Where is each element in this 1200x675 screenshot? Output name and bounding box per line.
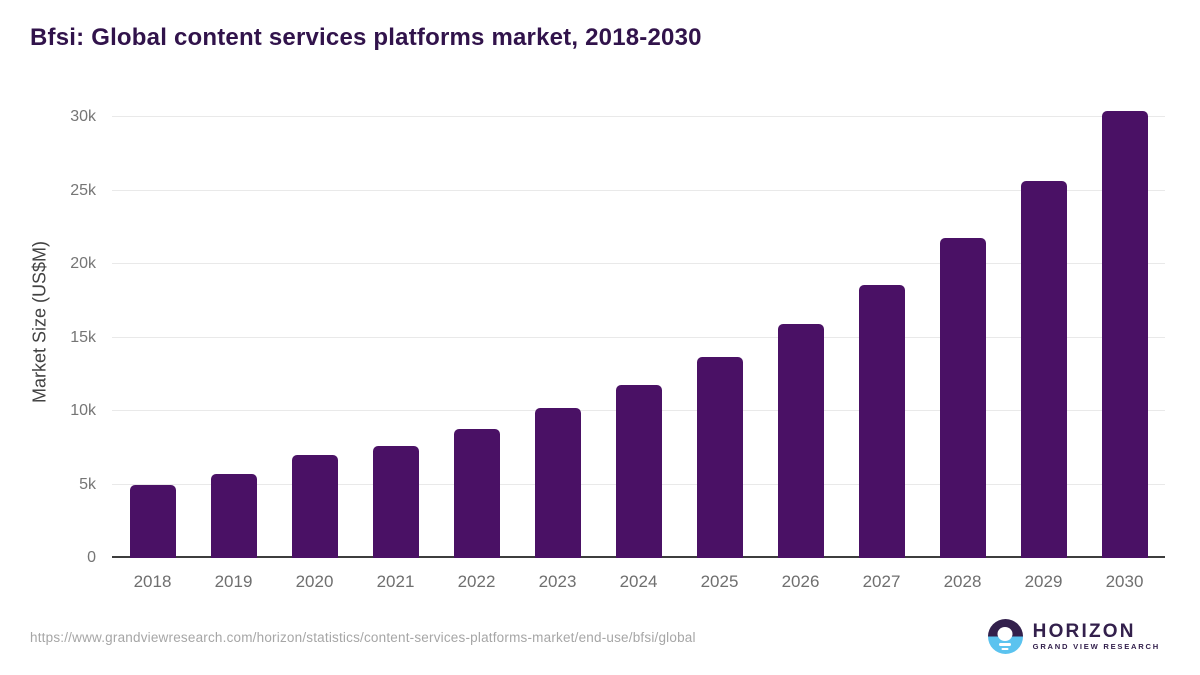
x-tick-label-2020: 2020 bbox=[295, 572, 334, 591]
y-tick-label-0: 0 bbox=[87, 549, 96, 566]
bar-slot-2018: 2018 bbox=[112, 85, 193, 591]
bar-2019 bbox=[210, 474, 257, 558]
x-tick-label-2023: 2023 bbox=[538, 572, 577, 591]
bar-slot-2027: 2027 bbox=[841, 85, 922, 591]
source-url: https://www.grandviewresearch.com/horizo… bbox=[30, 630, 696, 645]
y-tick-label-5k: 5k bbox=[79, 475, 96, 493]
y-tick-label-30k: 30k bbox=[70, 108, 96, 125]
bar-slot-2029: 2029 bbox=[1003, 85, 1084, 591]
bar-2018 bbox=[129, 485, 176, 558]
horizon-sun-icon bbox=[987, 619, 1023, 654]
bar-slot-2023: 2023 bbox=[517, 85, 598, 591]
x-tick-label-2030: 2030 bbox=[1105, 572, 1144, 591]
bar-2027 bbox=[858, 285, 905, 558]
logo-text: HORIZON GRAND VIEW RESEARCH bbox=[1033, 621, 1160, 652]
y-tick-label-20k: 20k bbox=[70, 255, 96, 272]
bar-2025 bbox=[696, 356, 743, 558]
x-tick-label-2022: 2022 bbox=[457, 572, 496, 591]
sun-reflection-dash bbox=[999, 643, 1012, 646]
gridline-20k bbox=[112, 263, 1165, 264]
sun-circle bbox=[997, 627, 1013, 641]
sun-reflection-dash bbox=[1001, 647, 1009, 650]
bar-slot-2025: 2025 bbox=[679, 85, 760, 591]
bar-slot-2030: 2030 bbox=[1084, 85, 1165, 591]
bar-slot-2021: 2021 bbox=[355, 85, 436, 591]
x-tick-label-2019: 2019 bbox=[214, 572, 253, 591]
x-tick-label-2025: 2025 bbox=[700, 572, 739, 591]
bar-slot-2026: 2026 bbox=[760, 85, 841, 591]
horizon-logo: HORIZON GRAND VIEW RESEARCH bbox=[987, 619, 1160, 654]
gridline-25k bbox=[112, 189, 1165, 191]
bar-2022 bbox=[453, 429, 500, 558]
x-tick-label-2026: 2026 bbox=[781, 572, 820, 591]
bar-slot-2022: 2022 bbox=[436, 85, 517, 591]
plot-area: 2018 2019 2020 2021 2022 2023 2024 2025 2026 2027… bbox=[112, 85, 1165, 591]
bar-slots: 2018 2019 2020 2021 2022 2023 2024 2025 2026 2027… bbox=[112, 85, 1165, 591]
x-tick-label-2027: 2027 bbox=[862, 572, 901, 591]
chart-title: Bfsi: Global content services platforms … bbox=[30, 24, 702, 51]
gridline-15k bbox=[112, 336, 1165, 338]
x-tick-label-2028: 2028 bbox=[943, 572, 982, 591]
bar-2024 bbox=[615, 385, 662, 558]
bar-2023 bbox=[534, 408, 581, 558]
bar-2026 bbox=[777, 324, 824, 558]
y-axis-ticks: 0 5k 10k 15k 20k 25k 30k bbox=[30, 85, 96, 566]
logo-title: HORIZON bbox=[1032, 621, 1136, 642]
bar-slot-2020: 2020 bbox=[274, 85, 355, 591]
y-tick-label-15k: 15k bbox=[70, 328, 96, 346]
bar-2028 bbox=[939, 238, 986, 558]
x-tick-label-2024: 2024 bbox=[619, 572, 658, 591]
bar-2021 bbox=[372, 446, 419, 558]
y-tick-label-25k: 25k bbox=[70, 181, 96, 199]
x-tick-label-2021: 2021 bbox=[376, 572, 415, 591]
y-tick-label-10k: 10k bbox=[70, 402, 96, 419]
bar-slot-2024: 2024 bbox=[598, 85, 679, 591]
gridline-30k bbox=[112, 116, 1165, 117]
bar-slot-2028: 2028 bbox=[922, 85, 1003, 591]
logo-subtitle: GRAND VIEW RESEARCH bbox=[1032, 642, 1160, 651]
bar-2030 bbox=[1101, 111, 1148, 558]
x-tick-label-2018: 2018 bbox=[133, 572, 172, 591]
bar-2029 bbox=[1020, 180, 1067, 558]
x-tick-label-2029: 2029 bbox=[1024, 572, 1063, 591]
bar-slot-2019: 2019 bbox=[193, 85, 274, 591]
bar-2020 bbox=[291, 455, 338, 558]
